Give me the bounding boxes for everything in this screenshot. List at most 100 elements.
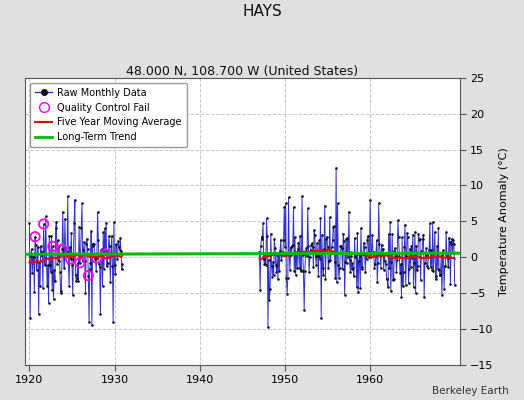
Point — [420, 294, 428, 300]
Point — [318, 232, 326, 238]
Point — [73, 260, 82, 266]
Point — [109, 318, 117, 325]
Point — [26, 315, 34, 321]
Point — [112, 241, 120, 248]
Point — [316, 214, 325, 221]
Point — [439, 247, 447, 253]
Point — [93, 208, 102, 215]
Point — [111, 271, 119, 277]
Point — [67, 256, 75, 262]
Point — [264, 324, 272, 330]
Point — [307, 247, 315, 253]
Point — [333, 279, 341, 286]
Point — [75, 260, 84, 266]
Point — [337, 245, 346, 251]
Point — [29, 254, 38, 260]
Point — [61, 249, 70, 256]
Point — [372, 253, 380, 260]
Point — [345, 209, 353, 215]
Point — [108, 262, 117, 269]
Point — [101, 225, 109, 232]
Point — [381, 261, 390, 268]
Point — [423, 263, 431, 270]
Point — [39, 221, 48, 227]
Point — [57, 288, 65, 294]
Point — [369, 249, 378, 255]
Point — [103, 263, 111, 270]
Point — [450, 241, 458, 247]
Point — [91, 256, 100, 262]
Point — [322, 236, 330, 242]
Point — [276, 248, 284, 254]
Point — [261, 251, 269, 258]
Point — [417, 277, 425, 284]
Point — [299, 252, 307, 258]
Point — [324, 265, 333, 271]
Point — [409, 232, 417, 238]
Point — [344, 253, 352, 260]
Point — [75, 260, 84, 266]
Point — [356, 284, 365, 291]
Point — [61, 216, 69, 222]
Point — [296, 233, 304, 239]
Point — [309, 264, 318, 270]
Point — [42, 255, 51, 261]
Point — [402, 252, 411, 259]
Point — [31, 242, 40, 248]
Point — [355, 258, 363, 264]
Point — [59, 209, 67, 215]
Point — [85, 318, 93, 325]
Y-axis label: Temperature Anomaly (°C): Temperature Anomaly (°C) — [499, 147, 509, 296]
Point — [435, 272, 444, 278]
Point — [447, 236, 456, 242]
Title: 48.000 N, 108.700 W (United States): 48.000 N, 108.700 W (United States) — [126, 65, 358, 78]
Point — [379, 267, 388, 273]
Point — [53, 237, 62, 244]
Point — [97, 246, 105, 253]
Point — [429, 268, 438, 274]
Point — [389, 277, 397, 283]
Point — [300, 307, 308, 313]
Point — [320, 246, 328, 252]
Point — [425, 220, 434, 227]
Point — [95, 263, 104, 270]
Point — [416, 236, 424, 242]
Point — [323, 244, 332, 250]
Point — [418, 249, 426, 256]
Point — [116, 234, 125, 241]
Point — [107, 250, 115, 257]
Point — [361, 269, 369, 275]
Point — [302, 244, 311, 251]
Point — [378, 251, 387, 257]
Point — [287, 244, 295, 250]
Point — [434, 225, 443, 232]
Point — [60, 264, 69, 271]
Point — [81, 258, 89, 264]
Point — [433, 242, 441, 249]
Point — [57, 290, 66, 296]
Point — [87, 228, 95, 234]
Point — [375, 240, 384, 247]
Point — [105, 242, 114, 249]
Point — [263, 233, 271, 240]
Point — [384, 284, 392, 290]
Point — [255, 249, 264, 255]
Point — [96, 311, 105, 318]
Point — [118, 261, 127, 268]
Point — [394, 217, 402, 224]
Point — [49, 243, 57, 250]
Point — [40, 251, 49, 257]
Point — [385, 231, 393, 237]
Point — [435, 267, 443, 273]
Point — [267, 230, 275, 237]
Point — [345, 257, 354, 264]
Point — [295, 265, 303, 271]
Point — [332, 164, 340, 171]
Point — [89, 240, 97, 247]
Point — [286, 266, 294, 273]
Point — [314, 272, 323, 279]
Point — [273, 252, 281, 258]
Point — [405, 266, 413, 273]
Point — [325, 258, 333, 264]
Point — [291, 272, 300, 278]
